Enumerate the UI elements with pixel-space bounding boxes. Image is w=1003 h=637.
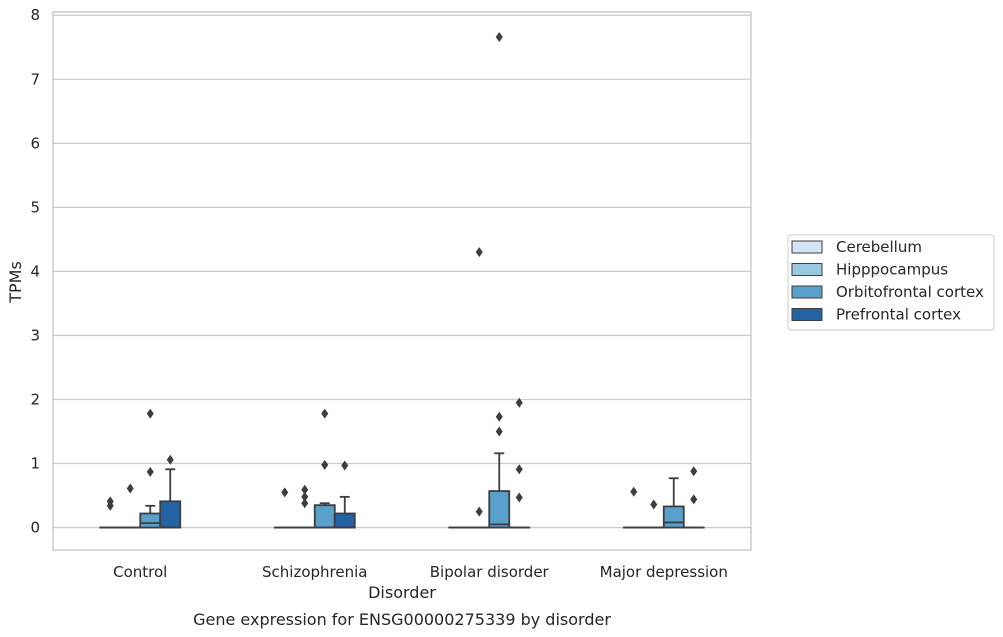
legend-label: Cerebellum — [836, 238, 922, 256]
outlier-point — [630, 486, 638, 497]
y-tick-label: 4 — [30, 262, 40, 280]
x-axis-ticks: Control Schizophrenia Bipolar disorder Majo… — [113, 563, 728, 581]
outlier-point — [475, 247, 483, 258]
legend-swatch — [791, 263, 823, 276]
outlier-point — [301, 491, 309, 502]
outlier-point — [690, 466, 698, 477]
legend-items: Cerebellum Hipppocampus Orbitofrontal cort… — [791, 238, 984, 324]
x-tick-label: Schizophrenia — [262, 563, 367, 581]
outlier-point — [146, 466, 154, 477]
y-tick-label: 2 — [30, 390, 40, 408]
outlier-point — [495, 426, 503, 437]
legend-item: Hipppocampus — [791, 261, 948, 279]
box — [508, 397, 531, 529]
x-tick-label: Control — [113, 563, 167, 581]
outlier-point — [281, 487, 289, 498]
box — [682, 466, 705, 529]
box-body — [139, 512, 162, 529]
legend-frame — [787, 234, 995, 331]
box-body — [662, 505, 685, 529]
y-tick-label: 5 — [30, 198, 40, 216]
outlier-point — [650, 499, 658, 510]
outlier-point — [495, 411, 503, 422]
x-axis-label: Disorder — [368, 583, 436, 602]
outlier-point — [515, 397, 523, 408]
outlier-point — [475, 506, 483, 517]
outlier-point — [106, 496, 114, 507]
outlier-point — [515, 464, 523, 475]
x-tick-label: Major depression — [600, 563, 728, 581]
outlier-point — [321, 459, 329, 470]
box — [622, 486, 645, 529]
y-tick-label: 8 — [30, 6, 40, 24]
legend-item: Prefrontal cortex — [791, 306, 961, 324]
box-body — [488, 490, 511, 529]
y-tick-label: 3 — [30, 326, 40, 344]
y-axis-ticks: 0 1 2 3 4 5 6 7 8 — [30, 6, 40, 536]
series-prefrontal-cortex — [159, 397, 705, 529]
box — [488, 31, 511, 529]
outlier-point — [126, 483, 134, 494]
plot-frame — [52, 11, 752, 551]
box — [159, 454, 182, 529]
box — [293, 484, 316, 529]
series-cerebellum — [99, 486, 645, 529]
chart-caption: Gene expression for ENSG00000275339 by d… — [193, 610, 611, 629]
outlier-point — [321, 408, 329, 419]
outlier-point — [515, 492, 523, 503]
outlier-point — [690, 494, 698, 505]
series-orbitofrontal-cortex — [139, 31, 685, 529]
outlier-point — [166, 454, 174, 465]
legend-swatch — [791, 240, 823, 254]
y-tick-label: 1 — [30, 455, 40, 473]
box — [662, 477, 685, 529]
box — [99, 496, 122, 529]
y-tick-label: 6 — [30, 134, 40, 152]
box-series — [99, 31, 705, 529]
outlier-point — [495, 31, 503, 42]
x-tick-label: Bipolar disorder — [430, 563, 550, 581]
box — [333, 460, 356, 529]
box — [468, 247, 491, 529]
box-body — [313, 504, 336, 529]
box-body — [159, 500, 182, 529]
outlier-point — [146, 408, 154, 419]
outlier-point — [301, 498, 309, 509]
y-tick-label: 7 — [30, 70, 40, 88]
outlier-point — [341, 460, 349, 471]
y-axis-label: TPMs — [6, 261, 25, 304]
outlier-point — [301, 484, 309, 495]
legend: Cerebellum Hipppocampus Orbitofrontal cort… — [787, 234, 995, 331]
legend-swatch — [791, 308, 823, 321]
legend-swatch — [791, 285, 823, 299]
legend-item: Cerebellum — [791, 238, 922, 256]
y-tick-label: 0 — [30, 519, 40, 537]
legend-item: Orbitofrontal cortex — [791, 283, 984, 301]
legend-label: Orbitofrontal cortex — [836, 283, 984, 301]
legend-label: Prefrontal cortex — [836, 306, 961, 324]
box-body — [333, 512, 356, 529]
legend-label: Hipppocampus — [836, 261, 948, 279]
